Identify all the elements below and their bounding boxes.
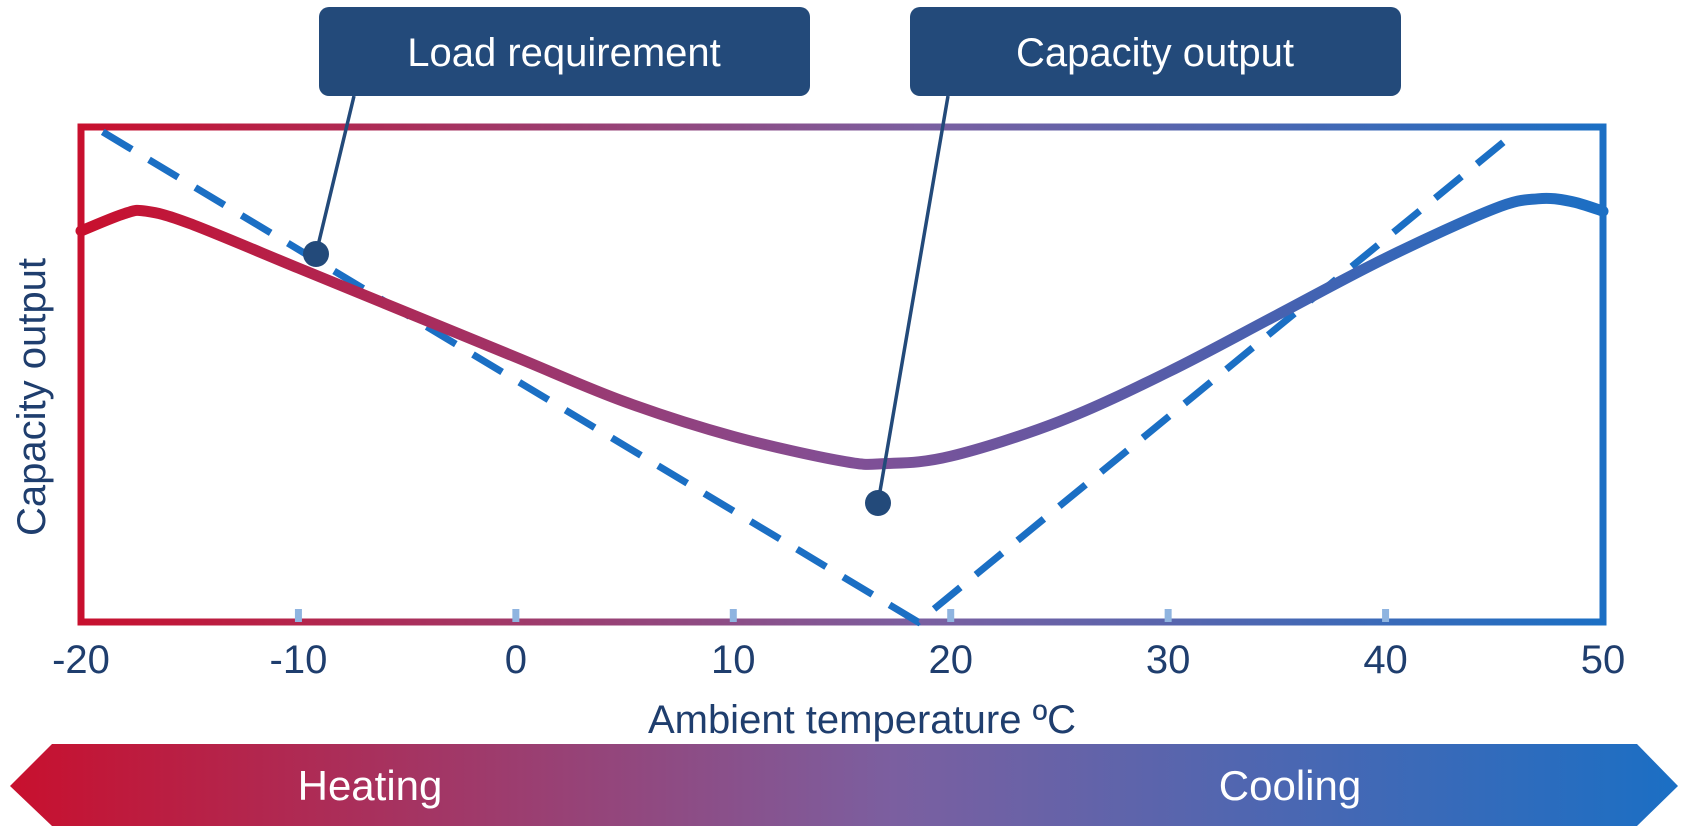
heating-label: Heating: [298, 762, 443, 809]
callout-dot-load: [303, 241, 329, 267]
x-tick-label: 20: [928, 638, 973, 682]
plot-frame: [77, 123, 1607, 626]
callout-leader-load: [314, 95, 356, 255]
callout-capacity-output: Capacity output: [910, 7, 1401, 96]
heating-cooling-arrow: Heating Cooling: [10, 744, 1678, 826]
x-tick-label: -10: [270, 638, 328, 682]
x-tick-label: 40: [1363, 638, 1408, 682]
x-axis-label: Ambient temperature ºC: [648, 698, 1076, 742]
x-tick-mark: [512, 609, 520, 622]
x-tick-mark: [947, 609, 955, 622]
callout-leader-capacity: [876, 95, 950, 504]
callouts: Load requirement Capacity output: [303, 7, 1401, 516]
x-tick-mark: [1382, 609, 1390, 622]
x-tick-label: 30: [1146, 638, 1191, 682]
x-tick-label: -20: [52, 638, 110, 682]
cooling-label: Cooling: [1219, 762, 1361, 809]
x-tick-label: 0: [505, 638, 527, 682]
series-capacity-output: [75, 192, 1609, 470]
x-tick-mark: [729, 609, 737, 622]
callout-load-requirement-label: Load requirement: [407, 31, 721, 75]
x-tick-mark: [1164, 609, 1172, 622]
series-load-requirement: [100, 128, 1519, 627]
y-axis-label: Capacity output: [10, 258, 54, 536]
series-layer: [75, 128, 1609, 627]
x-tick-marks: [294, 609, 1390, 622]
x-tick-labels: -20 -10 0 10 20 30 40 50: [52, 638, 1625, 682]
callout-capacity-output-label: Capacity output: [1016, 31, 1294, 75]
x-tick-mark: [294, 609, 302, 622]
callout-load-requirement: Load requirement: [319, 7, 810, 96]
callout-dot-capacity: [865, 490, 891, 516]
x-tick-label: 10: [711, 638, 756, 682]
x-tick-label: 50: [1581, 638, 1626, 682]
